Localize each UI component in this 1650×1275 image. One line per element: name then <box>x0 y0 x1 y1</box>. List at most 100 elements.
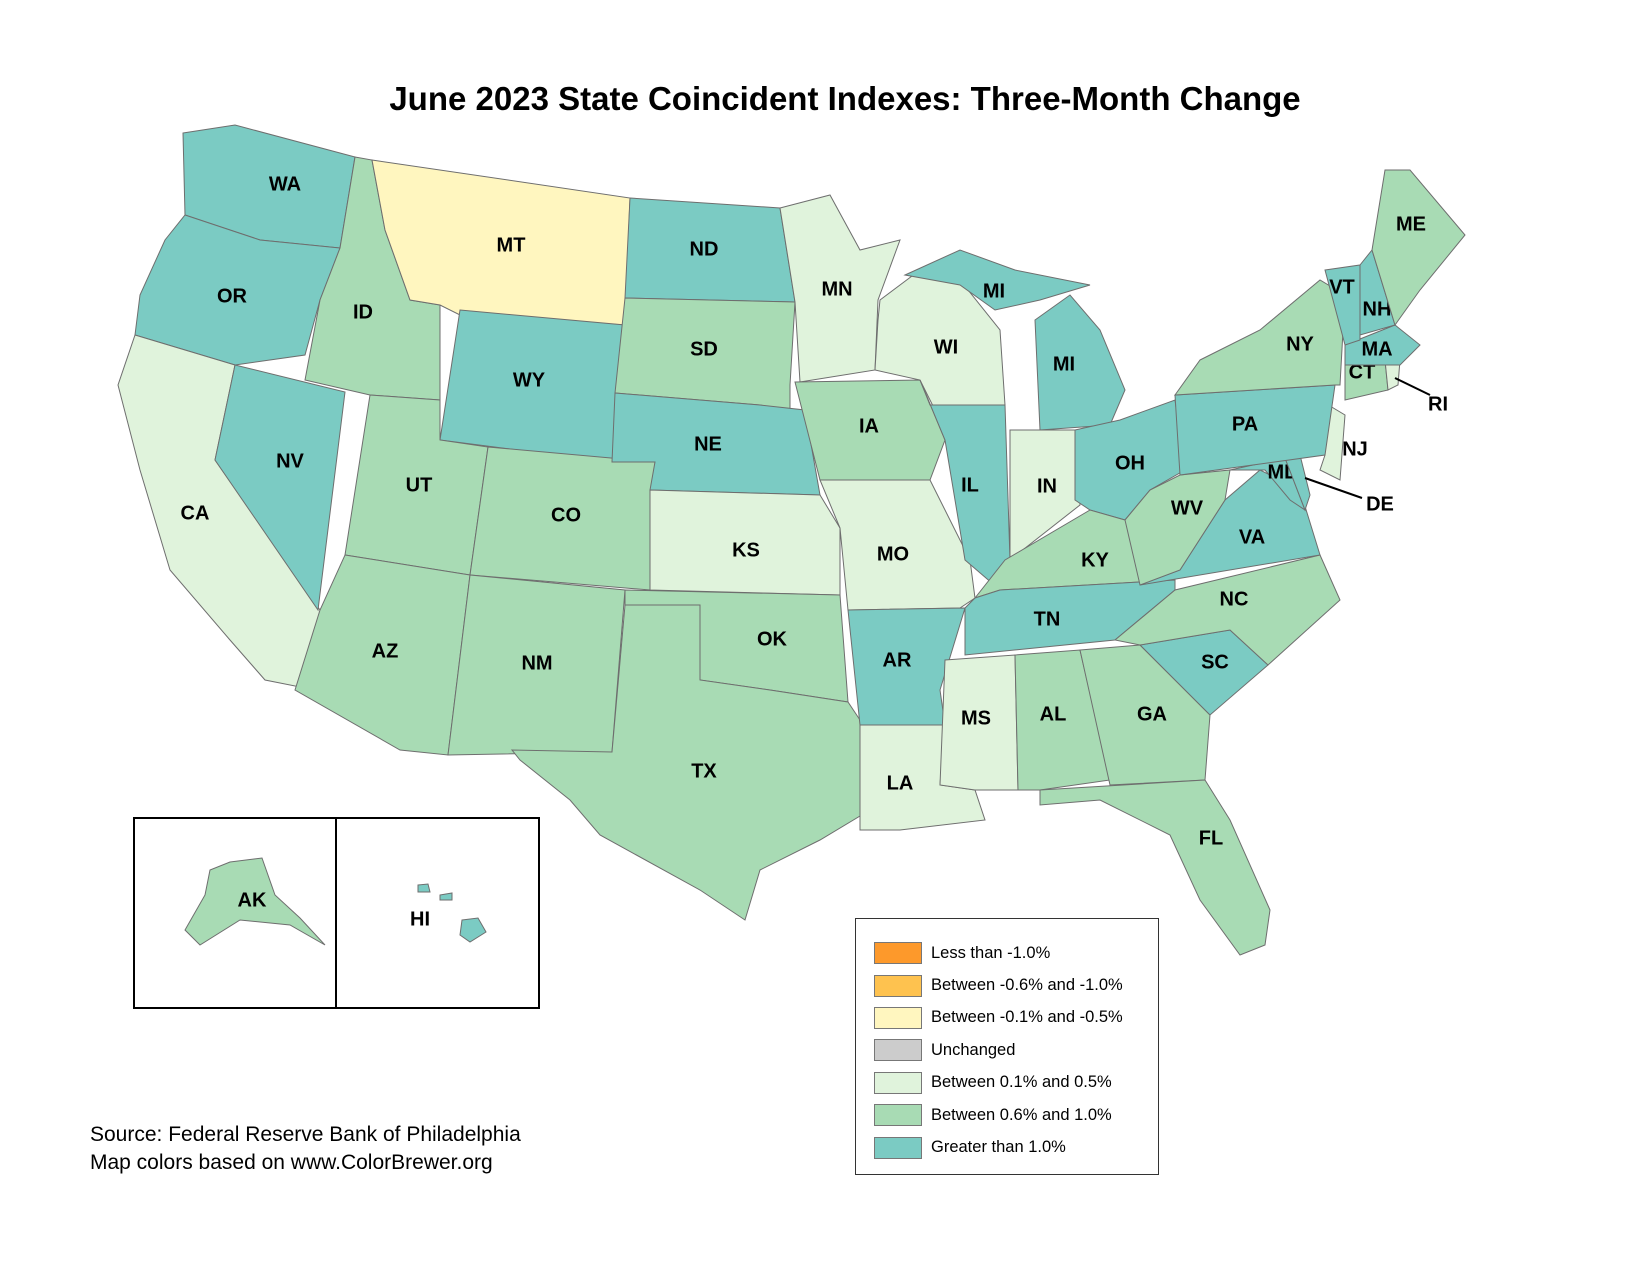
legend-item: Unchanged <box>874 1034 1158 1066</box>
state-shape <box>794 379 946 481</box>
state-sd: SD <box>614 297 796 411</box>
state-mo: MO <box>819 479 976 611</box>
state-label: MT <box>497 234 526 256</box>
hawaii-inset <box>335 817 540 1009</box>
state-shape <box>134 214 341 366</box>
state-label: WI <box>934 336 958 358</box>
state-label: VT <box>1329 276 1355 298</box>
state-co: CO <box>469 446 656 591</box>
leader-line <box>1394 377 1431 396</box>
state-il: IL <box>919 379 1011 591</box>
state-label: IA <box>859 415 879 437</box>
state-shape <box>1009 429 1081 562</box>
state-label: HI <box>410 908 430 930</box>
state-hi: HI <box>410 883 487 943</box>
state-label: MO <box>877 543 909 565</box>
state-ar: AR <box>847 607 966 726</box>
state-shape <box>417 883 431 893</box>
state-wy: WY <box>439 309 626 463</box>
state-mi: MI MI <box>903 249 1126 431</box>
state-shape <box>510 604 871 921</box>
legend-item: Between -0.6% and -1.0% <box>874 969 1158 1001</box>
state-label: OR <box>217 285 248 307</box>
state-ma: MA <box>1344 324 1421 366</box>
state-label: AK <box>238 889 267 911</box>
state-label: CA <box>181 502 210 524</box>
state-label: CT <box>1349 361 1376 383</box>
state-shape <box>184 857 326 946</box>
state-shape <box>1371 169 1466 327</box>
state-shape <box>459 917 487 943</box>
state-tn: TN <box>964 579 1176 656</box>
state-label: MN <box>821 278 852 300</box>
state-label: MS <box>961 707 991 729</box>
legend-item: Between -0.1% and -0.5% <box>874 1002 1158 1034</box>
state-ia: IA <box>794 379 946 481</box>
state-shape <box>1324 264 1361 346</box>
legend-item: Greater than 1.0% <box>874 1131 1158 1163</box>
state-ri: RI <box>1384 359 1448 415</box>
legend-label: Greater than 1.0% <box>931 1138 1066 1157</box>
legend-label: Between 0.6% and 1.0% <box>931 1105 1112 1124</box>
state-label: CO <box>551 504 581 526</box>
state-shape <box>1014 649 1111 791</box>
state-label: NM <box>521 652 552 674</box>
state-tx: TX <box>510 604 871 921</box>
state-label: NV <box>276 450 304 472</box>
state-label: NE <box>694 433 722 455</box>
state-label: VA <box>1239 526 1265 548</box>
state-az: AZ <box>294 554 471 756</box>
state-label: WA <box>269 173 301 195</box>
state-shape <box>1079 644 1211 786</box>
state-label: KS <box>732 539 760 561</box>
state-label: UT <box>406 474 433 496</box>
legend-item: Between 0.6% and 1.0% <box>874 1099 1158 1131</box>
state-or: OR <box>134 214 341 366</box>
state-label: FL <box>1199 827 1223 849</box>
legend-label: Between -0.1% and -0.5% <box>931 1008 1123 1027</box>
legend-label: Between 0.1% and 0.5% <box>931 1073 1112 1092</box>
state-shape <box>439 892 453 901</box>
state-fl: FL <box>1039 779 1271 956</box>
state-label: OK <box>757 628 788 650</box>
state-label: NH <box>1363 298 1392 320</box>
state-shape <box>819 479 976 611</box>
state-ny: NY <box>1173 279 1346 396</box>
state-al: AL <box>1014 649 1111 791</box>
state-label: AR <box>883 649 912 671</box>
state-label: WV <box>1171 497 1204 519</box>
state-shape <box>1173 279 1346 396</box>
legend-label: Between -0.6% and -1.0% <box>931 976 1123 995</box>
state-shape <box>1039 779 1271 956</box>
state-shape <box>1034 294 1126 431</box>
map-title: June 2023 State Coincident Indexes: Thre… <box>389 80 1301 117</box>
state-mn: MN <box>779 194 901 383</box>
legend-label: Less than -1.0% <box>931 943 1051 962</box>
state-label: GA <box>1137 703 1167 725</box>
state-label: WY <box>513 369 546 391</box>
state-nm: NM <box>447 574 626 756</box>
legend-swatch <box>874 1039 922 1062</box>
state-shape <box>847 607 966 726</box>
state-shape <box>903 249 1091 311</box>
state-ak: AK <box>184 857 326 946</box>
state-label: SC <box>1201 651 1229 673</box>
state-ms: MS <box>939 654 1019 791</box>
state-shape <box>1113 554 1341 666</box>
state-label: LA <box>887 772 914 794</box>
state-label: KY <box>1081 549 1109 571</box>
state-pa: PA <box>1174 384 1336 476</box>
legend-swatch <box>874 1104 922 1127</box>
state-me: ME <box>1371 169 1466 327</box>
state-label: DE <box>1366 493 1394 515</box>
state-label: IL <box>961 474 979 496</box>
state-label: MA <box>1361 338 1392 360</box>
state-nc: NC <box>1113 554 1341 666</box>
leader-line <box>1304 477 1363 499</box>
state-shape <box>1344 324 1421 366</box>
state-label: IN <box>1037 475 1057 497</box>
state-shape <box>964 579 1176 656</box>
legend-label: Unchanged <box>931 1040 1016 1059</box>
state-label: TN <box>1034 608 1061 630</box>
state-ky: KY <box>973 509 1176 599</box>
